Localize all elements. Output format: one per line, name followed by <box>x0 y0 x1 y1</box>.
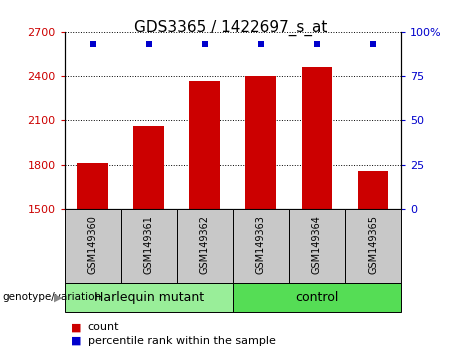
Bar <box>233 209 289 283</box>
Text: count: count <box>88 322 119 332</box>
Bar <box>65 209 121 283</box>
Point <box>313 41 321 47</box>
Text: percentile rank within the sample: percentile rank within the sample <box>88 336 276 346</box>
Bar <box>65 283 233 312</box>
Bar <box>245 76 276 209</box>
Text: GSM149361: GSM149361 <box>144 215 154 274</box>
Text: GSM149362: GSM149362 <box>200 215 210 274</box>
Point <box>89 41 96 47</box>
Bar <box>177 209 233 283</box>
Bar <box>289 209 345 283</box>
Text: GDS3365 / 1422697_s_at: GDS3365 / 1422697_s_at <box>134 19 327 36</box>
Point <box>369 41 377 47</box>
Point <box>145 41 152 47</box>
Bar <box>345 209 401 283</box>
Bar <box>189 80 220 209</box>
Bar <box>233 283 401 312</box>
Text: ■: ■ <box>71 322 82 332</box>
Text: genotype/variation: genotype/variation <box>2 292 101 302</box>
Text: GSM149364: GSM149364 <box>312 215 322 274</box>
Point <box>257 41 265 47</box>
Text: GSM149360: GSM149360 <box>88 215 98 274</box>
Text: GSM149363: GSM149363 <box>256 215 266 274</box>
Bar <box>133 126 164 209</box>
Point <box>201 41 208 47</box>
Bar <box>301 67 332 209</box>
Bar <box>121 209 177 283</box>
Text: Harlequin mutant: Harlequin mutant <box>94 291 204 304</box>
Bar <box>358 171 389 209</box>
Text: ▶: ▶ <box>54 292 63 302</box>
Text: ■: ■ <box>71 336 82 346</box>
Text: control: control <box>295 291 339 304</box>
Bar <box>77 163 108 209</box>
Text: GSM149365: GSM149365 <box>368 215 378 274</box>
